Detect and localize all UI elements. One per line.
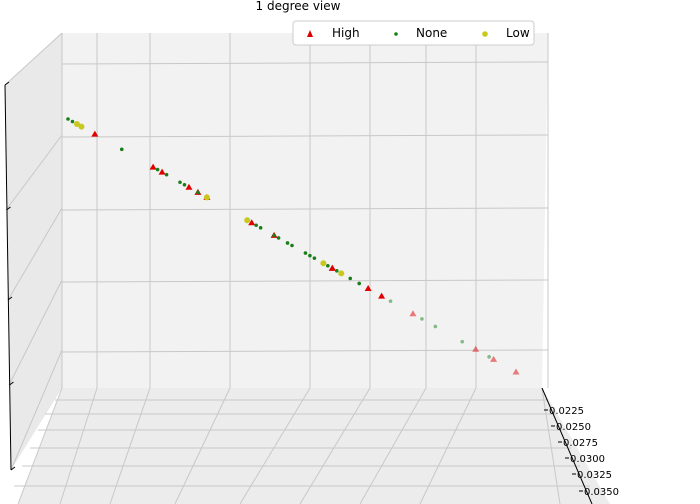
data-points [66,117,520,375]
data-point-high [512,368,520,375]
data-point-none [254,223,258,228]
data-point-none [335,269,339,273]
grid-line [61,134,549,138]
depth-axis-tick-label: 0.0300 [570,454,605,465]
data-point-none [460,339,465,344]
vertical-axis-ticks [4,81,16,471]
grid-line [17,387,63,504]
data-point-low [338,270,345,277]
data-point-none [178,180,182,185]
grid-line [7,207,63,301]
data-point-none [155,167,160,172]
data-point-none [487,355,491,359]
data-point-high [472,345,480,352]
vertical-axis-line [4,84,12,471]
data-point-low [78,123,85,130]
vertical-axis-tick [7,296,13,301]
grid-lines [4,32,590,504]
data-point-none [357,281,362,286]
grid-line [541,387,561,504]
depth-axis-tick-label: 0.0275 [563,438,598,449]
grid-line [419,387,477,504]
data-point-none [285,241,290,245]
data-point-none [276,236,281,240]
grid-line [359,387,427,504]
grid-line [4,32,63,86]
floor-pane [18,388,610,504]
data-point-none [290,243,294,248]
grid-line [239,387,311,504]
data-point-high [328,264,336,271]
data-point-high [248,219,256,226]
vertical-axis-tick [9,381,14,386]
vertical-axis-tick [4,81,10,86]
legend-label-none: None [416,26,447,40]
data-point-high [149,163,157,170]
legend-marker-low [482,31,488,37]
legend-marker-none [394,32,398,36]
depth-axis-tick-label: 0.0250 [556,422,591,433]
grid-line [299,387,371,504]
grid-line [61,279,549,283]
depth-axis-tick-label: 0.0225 [549,406,584,417]
grid-line [174,387,231,504]
data-point-none [303,251,308,255]
vertical-axis-tick [10,466,16,471]
data-point-high [364,285,372,292]
data-point-none [66,117,70,121]
data-point-none [326,263,330,268]
data-point-high [490,355,498,362]
data-point-none [182,182,187,187]
data-point-high [378,292,386,299]
data-point-low [320,260,327,267]
data-point-none [196,190,200,195]
data-point-none [348,276,353,281]
chart-title: 1 degree view [256,0,341,13]
data-point-low [73,121,80,128]
data-point-low [203,194,210,201]
data-point-none [433,324,438,329]
depth-axis-line [541,387,593,504]
grid-line [10,349,63,471]
grid-line [109,387,151,504]
grid-line [61,349,549,353]
legend-label-low: Low [506,26,530,40]
grid-line [59,387,98,504]
depth-axis-tick-label: 0.0325 [577,470,612,481]
data-point-none [164,172,169,177]
back-pane [62,33,548,388]
grid-line [61,61,549,65]
legend-label-high: High [332,26,360,40]
data-point-high [185,183,193,190]
data-point-low [244,217,251,224]
data-point-none [258,225,263,230]
data-point-high [409,310,417,317]
depth-axis-ticks: 0.0225 0.0250 0.0275 0.0300 0.0325 0.0350 [544,406,619,498]
grid-line [61,207,549,211]
data-point-high [91,130,99,137]
data-point-none [70,119,75,124]
data-point-high [158,168,166,175]
data-point-none [388,299,393,303]
left-pane [5,33,62,470]
data-point-none [420,317,424,321]
vertical-axis-tick [6,206,11,211]
data-point-none [272,233,276,238]
data-point-none [312,256,317,260]
grid-line [5,134,63,211]
data-point-none [119,147,124,152]
legend: High None Low [292,20,535,46]
depth-axis-tick-label: 0.0350 [584,487,619,498]
grid-line [8,279,63,386]
data-point-none [308,253,312,258]
legend-marker-high [307,30,313,37]
